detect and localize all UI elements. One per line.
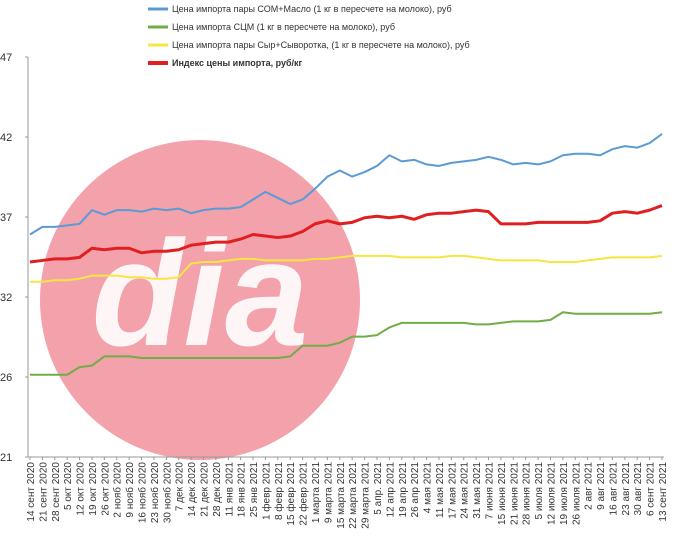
x-tick-label: 22 марта 2021	[348, 462, 359, 529]
x-tick-label: 12 окт 2020	[76, 462, 87, 516]
x-tick-label: 4 мая 2021	[423, 462, 434, 514]
x-tick-label: 14 сент 2020	[26, 462, 37, 522]
x-tick-label: 21 дек 2020	[199, 462, 210, 517]
y-tick-label: 37	[0, 212, 12, 224]
x-tick-label: 2 нояб 2020	[112, 462, 124, 518]
legend-label: Цена импорта пары Сыр+Сыворотка, (1 кг в…	[172, 40, 470, 50]
watermark-circle	[40, 140, 360, 460]
x-tick-label: 14 дек 2020	[187, 462, 198, 517]
series-line	[30, 311, 663, 376]
x-tick-label: 25 янв 2021	[249, 462, 260, 518]
legend-label: Цена импорта пары СОМ+Масло (1 кг в пере…	[172, 4, 452, 14]
x-tick-label: 2 авг 2021	[584, 462, 595, 510]
x-tick-label: 5 апр. 2021	[373, 462, 384, 515]
x-tick-label: 16 авг 2021	[608, 462, 619, 516]
y-tick-label: 32	[0, 292, 12, 304]
x-tick-label: 26 окт 2020	[100, 462, 111, 516]
x-tick-label: 29 марта 2021	[361, 462, 372, 529]
x-tick-label: 15 марта 2021	[336, 462, 347, 529]
x-tick-label: 26 апр 2021	[410, 462, 421, 518]
watermark-text: dia	[92, 209, 309, 377]
x-tick-label: 26 июля 2021	[571, 462, 582, 525]
x-tick-label: 19 июля 2021	[559, 462, 570, 525]
x-tick-label: 19 апр 2021	[398, 462, 409, 518]
y-tick-label: 47	[0, 52, 12, 64]
x-tick-label: 23 авг 2021	[621, 462, 632, 516]
x-tick-label: 1 марта 2021	[311, 462, 322, 524]
x-tick-label: 21 сент 2020	[38, 462, 49, 522]
x-tick-label: 9 марта 2021	[323, 462, 334, 524]
series-line	[29, 133, 663, 236]
x-tick-label: 15 февр 2021	[285, 462, 297, 526]
x-tick-label: 7 дек 2020	[175, 462, 186, 512]
x-tick-label: 21 июня 2021	[509, 462, 520, 525]
legend-label: Индекс цены импорта, руб/кг	[172, 58, 303, 68]
legend-label: Цена импорта СЦМ (1 кг в пересчете на мо…	[172, 22, 395, 32]
series-line	[30, 254, 663, 283]
x-tick-label: 30 нояб 2020	[161, 462, 173, 524]
x-tick-label: 15 июня 2021	[497, 462, 508, 525]
x-tick-label: 28 дек 2020	[212, 462, 223, 517]
y-tick-label: 21	[0, 452, 12, 464]
x-tick-label: 19 окт 2020	[88, 462, 99, 516]
x-tick-label: 7 июня 2021	[485, 462, 496, 520]
x-tick-label: 31 мая 2021	[472, 462, 483, 519]
x-tick-label: 5 окт 2020	[63, 462, 74, 510]
y-tick-label: 26	[0, 372, 12, 384]
x-tick-label: 6 сент 2021	[646, 462, 657, 516]
x-tick-label: 11 янв 2021	[224, 462, 235, 517]
x-tick-label: 30 авг 2021	[633, 462, 644, 516]
x-tick-label: 18 янв 2021	[237, 462, 248, 518]
x-tick-label: 5 июля 2021	[534, 462, 545, 520]
x-tick-label: 24 мая 2021	[460, 462, 471, 519]
x-tick-label: 8 февр 2021	[273, 462, 285, 520]
x-tick-label: 12 апр 2021	[385, 462, 396, 518]
x-tick-label: 23 нояб 2020	[149, 462, 161, 524]
x-tick-label: 17 мая 2021	[447, 462, 458, 519]
x-tick-label: 28 июня 2021	[522, 462, 533, 525]
x-tick-label: 16 нояб 2020	[137, 462, 149, 524]
x-tick-label: 12 июля 2021	[546, 462, 557, 525]
x-tick-label: 9 нояб 2020	[124, 462, 136, 518]
series-line	[29, 204, 663, 264]
x-tick-label: 1 февр 2021	[260, 462, 272, 520]
y-tick-label: 42	[0, 132, 12, 144]
x-tick-label: 11 мая 2021	[435, 462, 446, 518]
x-tick-label: 28 сент 2020	[51, 462, 62, 522]
x-tick-label: 9 авг 2021	[596, 462, 607, 510]
x-tick-label: 22 февр 2021	[298, 462, 310, 526]
x-tick-label: 13 сент 2021	[658, 462, 669, 522]
